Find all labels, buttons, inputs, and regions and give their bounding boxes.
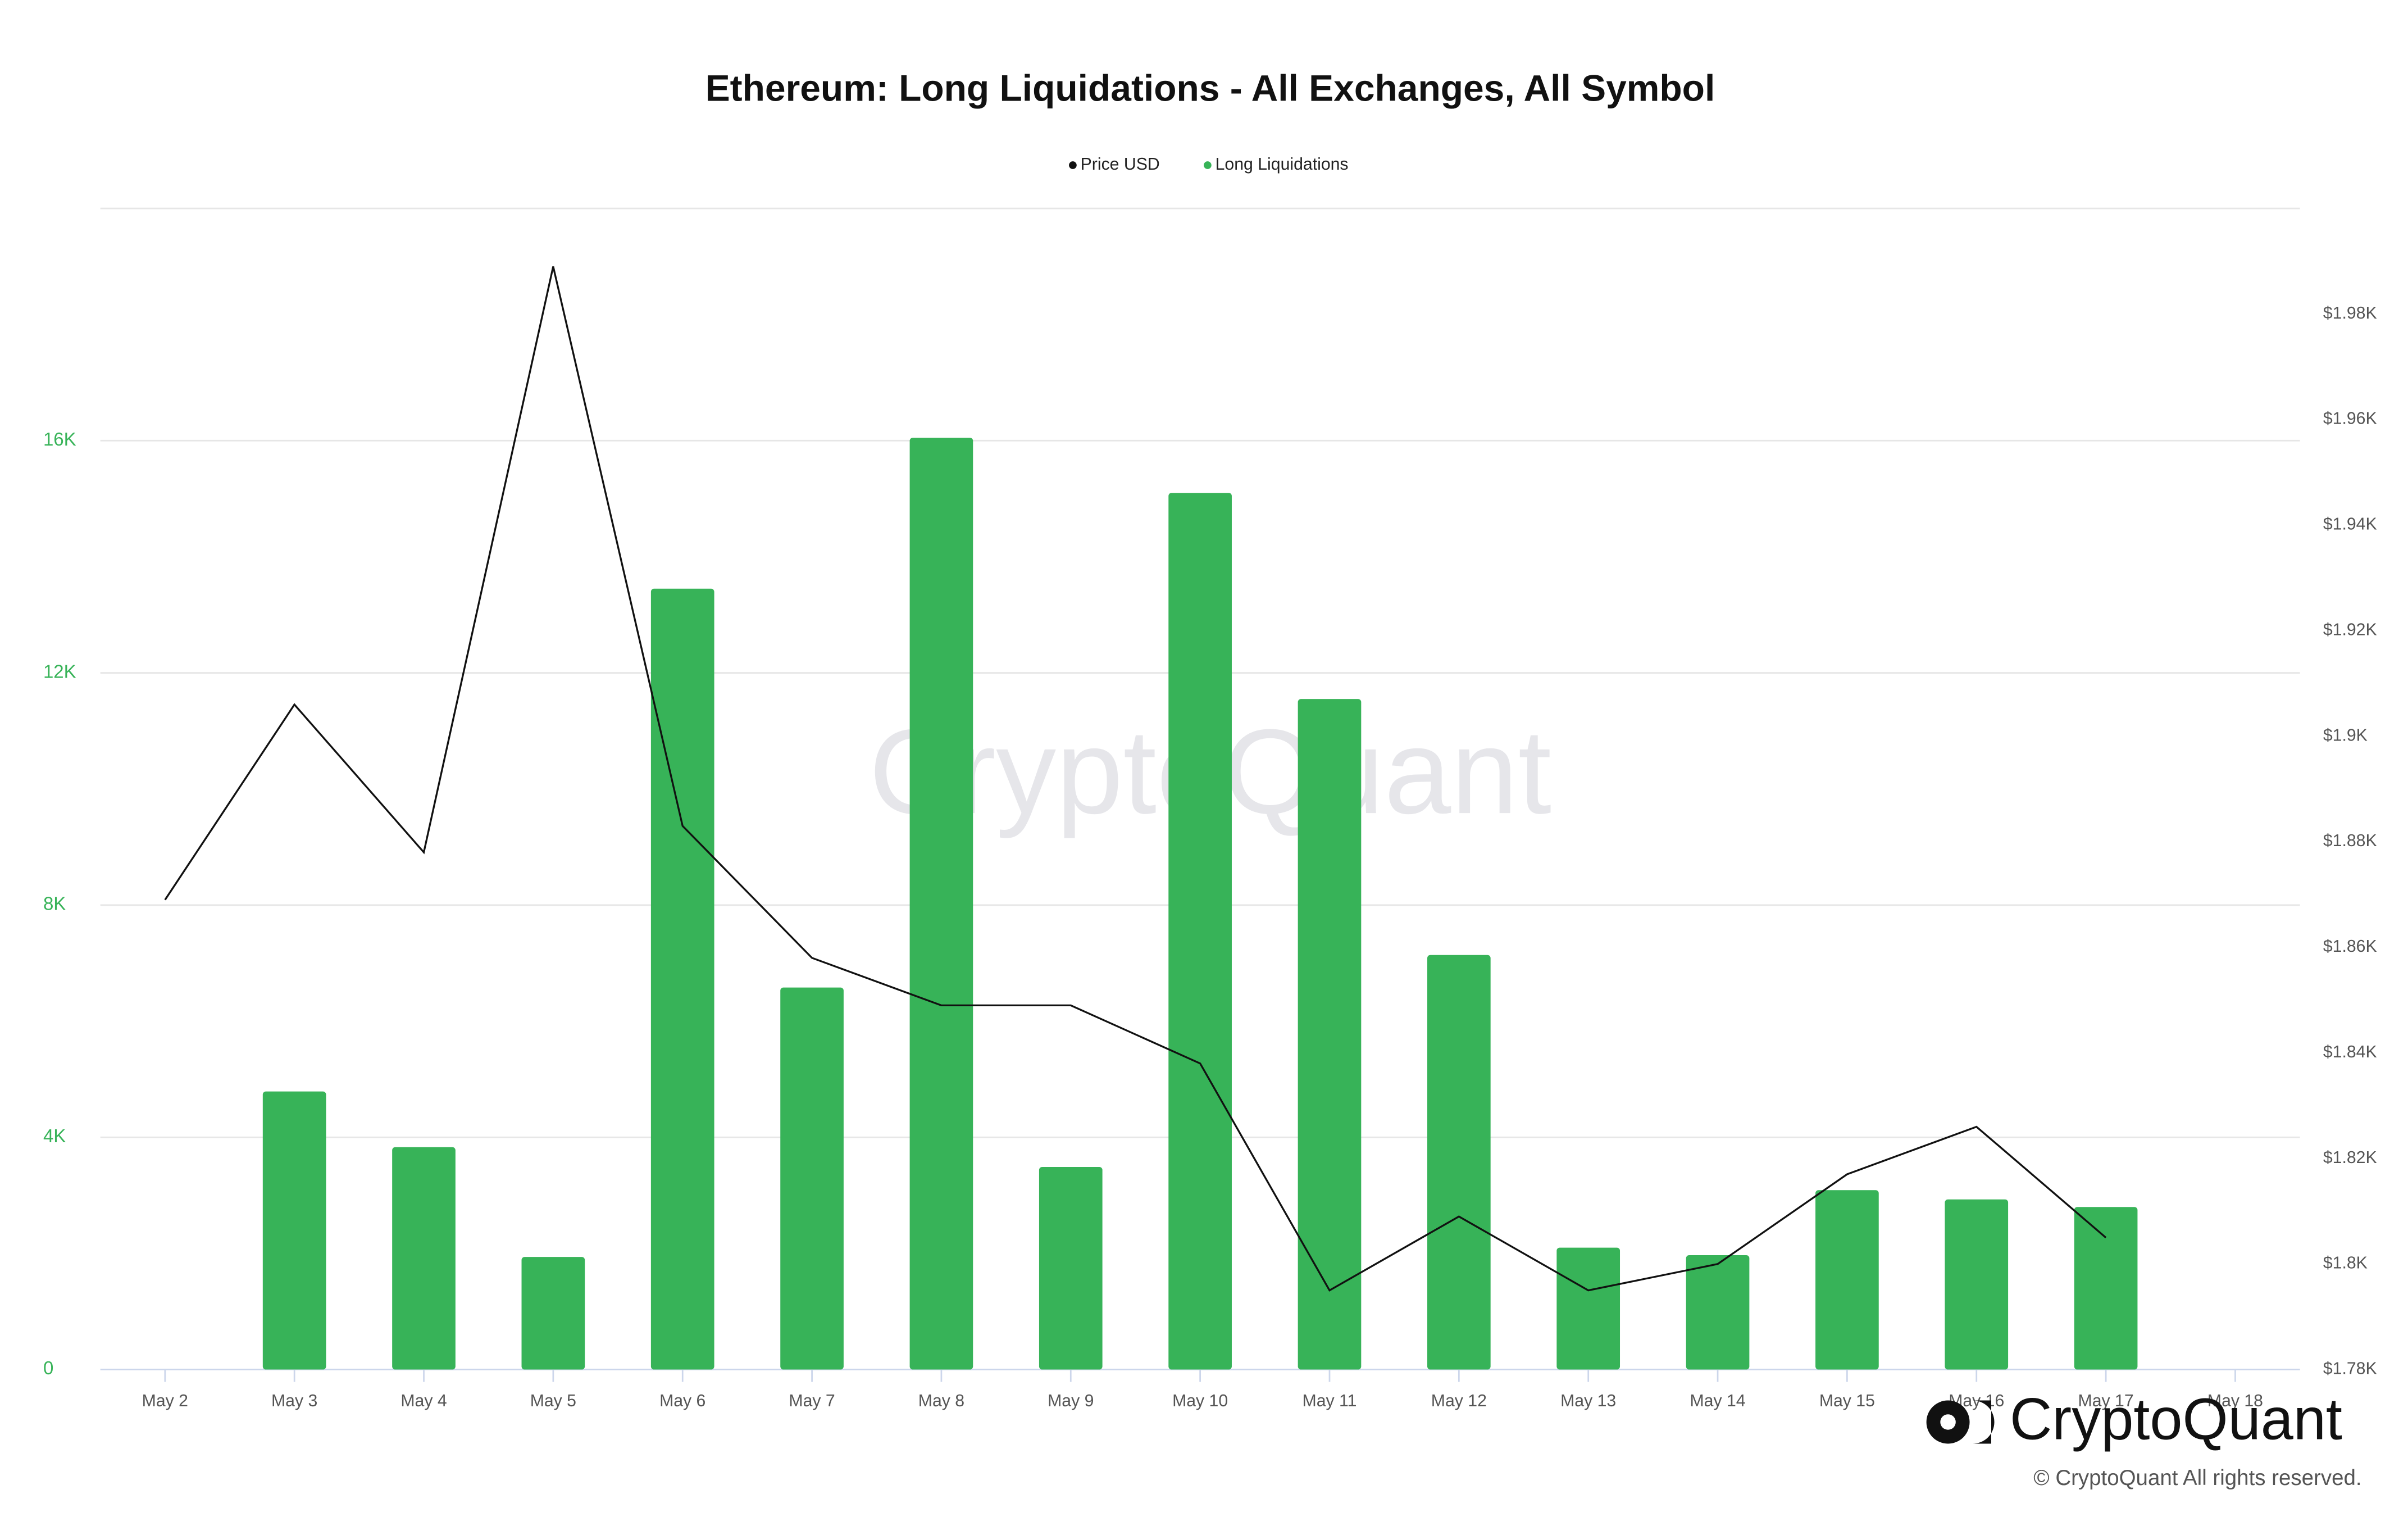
- y-tick-label: 4K: [43, 1125, 66, 1146]
- x-tick-label: May 9: [1048, 1392, 1094, 1410]
- y-tick-label: 0: [43, 1357, 53, 1378]
- price-line: [164, 266, 2107, 1292]
- copyright: © CryptoQuant All rights reserved.: [2033, 1466, 2361, 1490]
- legend-marker: [1069, 161, 1077, 169]
- legend: Price USD Long Liquidations: [1069, 155, 1349, 174]
- legend-label: Price USD: [1081, 155, 1160, 174]
- logo-hole: [1940, 1414, 1956, 1430]
- bar: [650, 588, 714, 1370]
- chart-title: Ethereum: Long Liquidations - All Exchan…: [705, 67, 1715, 109]
- x-tick-label: May 10: [1172, 1392, 1228, 1410]
- bar: [1427, 955, 1491, 1370]
- bar: [1945, 1199, 2009, 1370]
- x-tick-label: May 8: [918, 1392, 964, 1410]
- bar: [1298, 699, 1362, 1370]
- x-tick-label: May 3: [271, 1392, 317, 1410]
- y2-tick-label: $1.78K: [2323, 1360, 2377, 1378]
- x-tick-label: May 18: [2207, 1392, 2263, 1410]
- y-tick-label: 16K: [43, 429, 76, 449]
- y2-tick-label: $1.98K: [2323, 304, 2377, 323]
- y-tick-label: 8K: [43, 893, 66, 914]
- brand: CryptoQuant: [2010, 1386, 2342, 1452]
- bar: [1815, 1190, 1879, 1370]
- y2-tick-label: $1.92K: [2323, 620, 2377, 639]
- legend-marker: [1204, 161, 1212, 169]
- y2-tick-label: $1.94K: [2323, 515, 2377, 534]
- x-tick-label: May 6: [659, 1392, 705, 1410]
- x-tick-label: May 11: [1303, 1392, 1357, 1410]
- brand-logo: [1926, 1400, 1995, 1444]
- bar: [521, 1257, 585, 1370]
- x-tick-label: May 12: [1431, 1392, 1487, 1410]
- bar: [2074, 1207, 2138, 1370]
- y2-tick-label: $1.88K: [2323, 832, 2377, 850]
- y2-tick-label: $1.9K: [2323, 726, 2368, 744]
- x-tick-label: May 4: [400, 1392, 447, 1410]
- y2-tick-label: $1.86K: [2323, 937, 2377, 956]
- y2-tick-label: $1.96K: [2323, 410, 2377, 428]
- x-tick-label: May 14: [1690, 1392, 1745, 1410]
- bar: [262, 1091, 326, 1370]
- x-tick-label: May 15: [1819, 1392, 1875, 1410]
- x-tick-label: May 2: [142, 1392, 188, 1410]
- bar: [1556, 1247, 1620, 1370]
- plot: 0 4K 8K 12K 16K $1.78K $1.8K $1.82K $1.84K $1.86K…: [43, 155, 2377, 1410]
- bar: [780, 987, 844, 1370]
- x-tick-label: May 13: [1560, 1392, 1616, 1410]
- bar: [1168, 493, 1232, 1370]
- bar: [909, 438, 973, 1370]
- x-tick-label: May 5: [530, 1392, 576, 1410]
- bar: [392, 1147, 456, 1370]
- y-tick-label: 12K: [43, 661, 76, 682]
- y2-tick-label: $1.82K: [2323, 1148, 2377, 1167]
- y2-tick-label: $1.8K: [2323, 1254, 2368, 1273]
- bar: [1686, 1255, 1750, 1370]
- legend-label: Long Liquidations: [1216, 155, 1349, 174]
- bar: [1039, 1166, 1103, 1370]
- y2-tick-label: $1.84K: [2323, 1043, 2377, 1061]
- x-tick-label: May 17: [2078, 1392, 2134, 1410]
- x-tick-label: May 7: [789, 1392, 835, 1410]
